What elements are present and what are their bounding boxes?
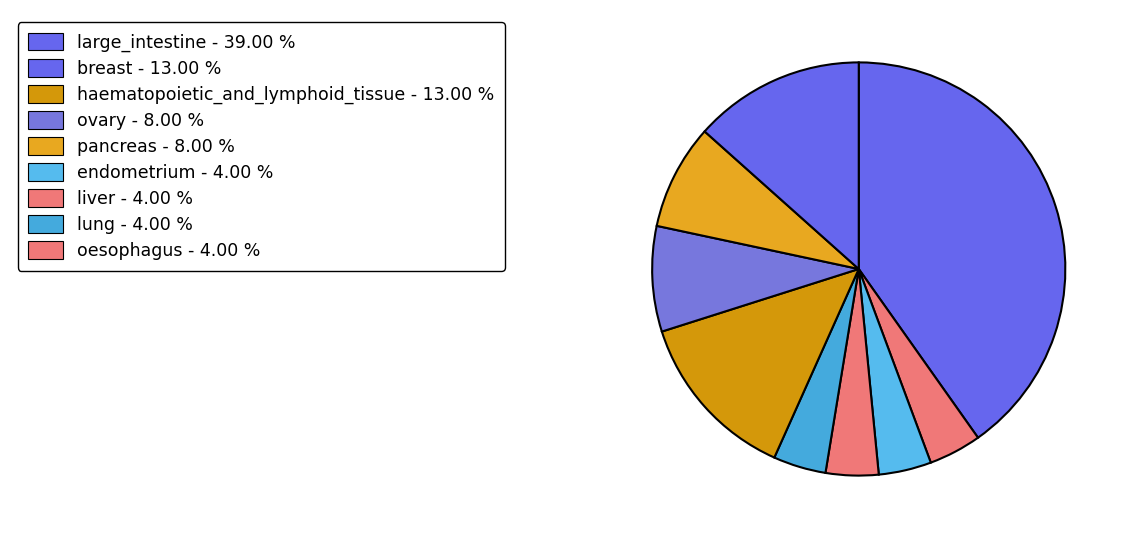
Wedge shape: [704, 62, 859, 269]
Legend: large_intestine - 39.00 %, breast - 13.00 %, haematopoietic_and_lymphoid_tissue : large_intestine - 39.00 %, breast - 13.0…: [18, 22, 505, 271]
Wedge shape: [859, 62, 1065, 438]
Wedge shape: [657, 131, 859, 269]
Wedge shape: [662, 269, 859, 457]
Wedge shape: [653, 226, 859, 331]
Wedge shape: [774, 269, 859, 473]
Wedge shape: [859, 269, 931, 475]
Wedge shape: [826, 269, 879, 476]
Wedge shape: [859, 269, 978, 463]
